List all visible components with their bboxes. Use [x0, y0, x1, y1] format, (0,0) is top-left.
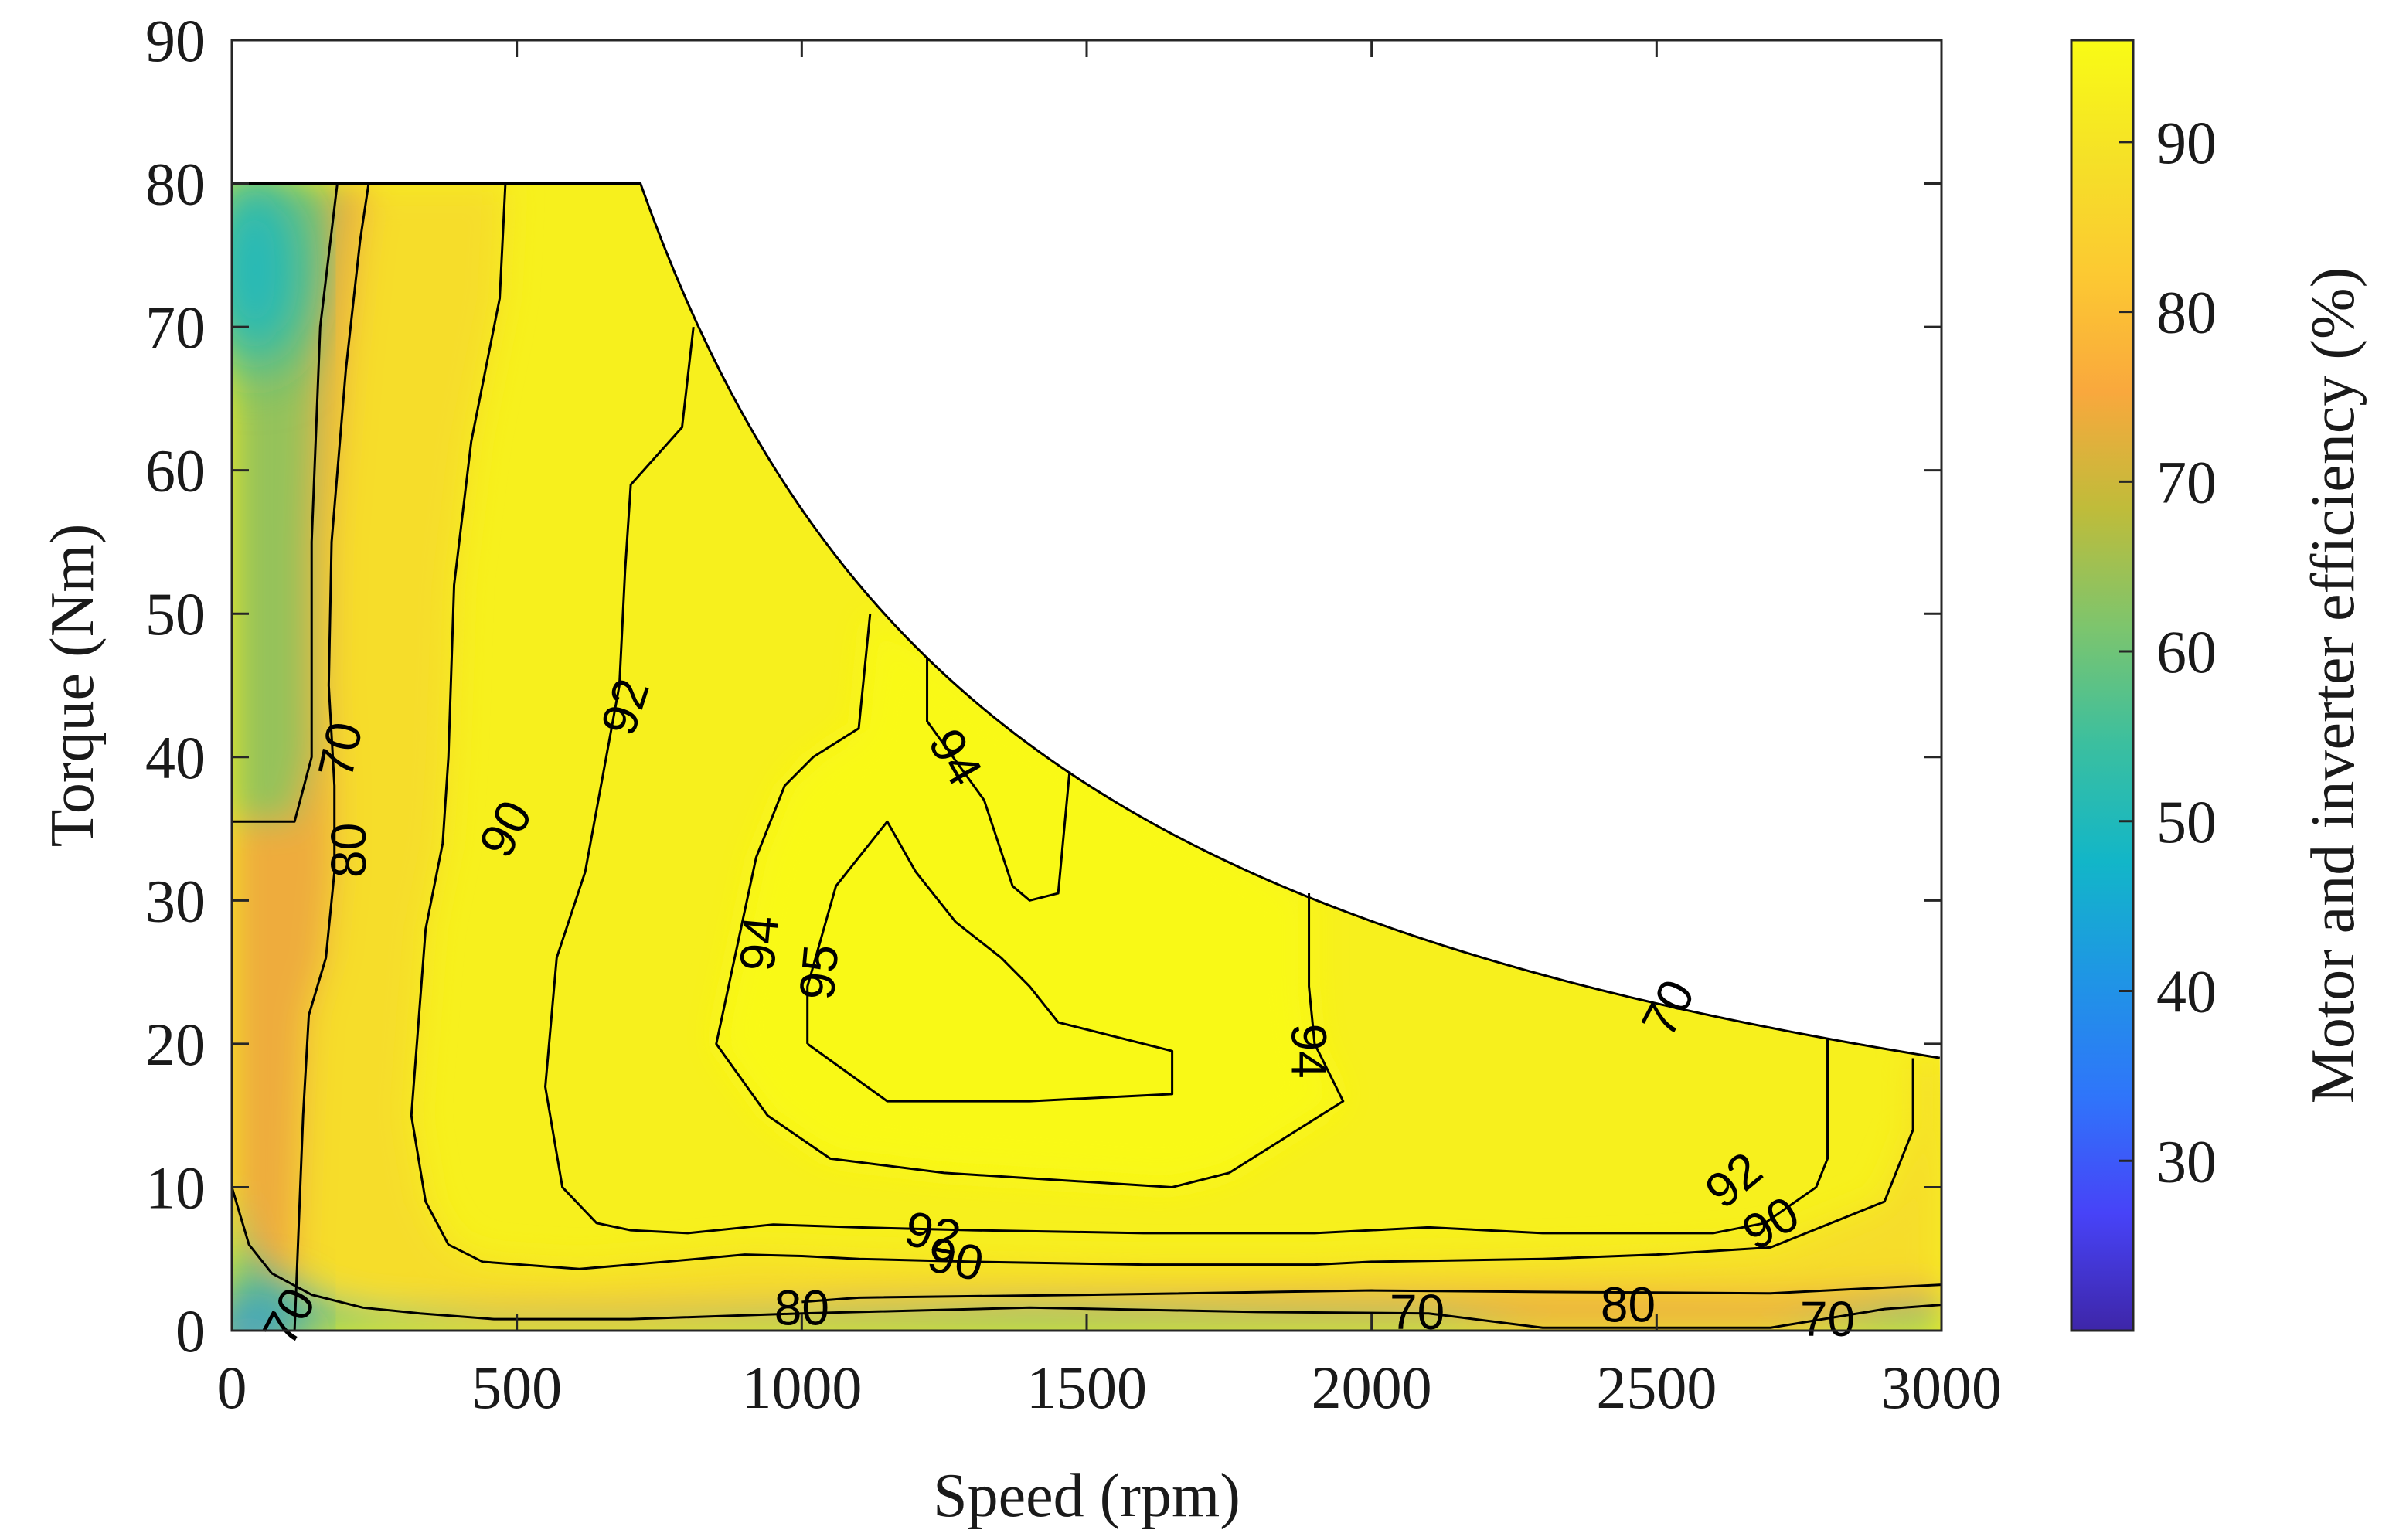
contour-label-4: 80: [1601, 1277, 1656, 1333]
heat-corner-top: [232, 183, 309, 370]
contour-label-text: 94: [729, 913, 789, 973]
colorbar-ticks: 30 40 50 60 70 80 90: [2119, 109, 2217, 1195]
heat-region-below-90: [232, 183, 1941, 1331]
colorbar: [2070, 39, 2135, 1332]
x-tick-label: 500: [471, 1354, 562, 1421]
x-axis-label: Speed (rpm): [933, 1462, 1240, 1530]
colorbar-tick-label: 80: [2156, 279, 2217, 346]
contour-label-text: 90: [923, 1226, 989, 1292]
torque-speed-envelope: [232, 182, 1941, 1059]
contour-label-16: 70: [1390, 1284, 1445, 1340]
contour-label-7: 90: [923, 1226, 989, 1292]
contour-94-7: [715, 614, 1345, 1188]
contour-80-2: [293, 183, 370, 1331]
contour-94-6: [926, 656, 1071, 902]
y-tick-label: 20: [145, 1011, 206, 1078]
x-tick-label: 2000: [1312, 1354, 1432, 1421]
colorbar-tick-label: 60: [2156, 618, 2217, 685]
y-tick-label: 80: [145, 151, 206, 218]
heat-region-below-70-bottom: [232, 1187, 1941, 1331]
x-axis-ticks: 0 500 1000 1500 2000 2500 3000: [217, 40, 2002, 1421]
heat-region-below-70-left: [232, 183, 338, 1331]
y-tick-label: 10: [145, 1154, 206, 1221]
contour-label-10: 92: [900, 1200, 966, 1266]
contour-label-9: 92: [590, 672, 660, 742]
y-tick-label: 0: [175, 1297, 206, 1365]
contour-label-14: 94: [1281, 1024, 1337, 1079]
contour-70-0: [232, 183, 339, 823]
colorbar-tick-label: 90: [2156, 109, 2217, 176]
contour-label-text: 94: [1281, 1024, 1337, 1079]
contour-label-3: 80: [321, 823, 376, 878]
colorbar-label: Motor and inverter efficiency (%): [2299, 267, 2367, 1104]
y-tick-label: 90: [145, 7, 206, 74]
contour-label-text: 70: [307, 717, 373, 783]
colorbar-tick-label: 50: [2156, 788, 2217, 855]
colorbar-tick-label: 70: [2156, 448, 2217, 515]
contour-label-0: 70: [307, 717, 373, 783]
contour-label-text: 80: [321, 823, 376, 878]
contour-label-15: 95: [788, 943, 849, 1002]
x-tick-label: 1000: [741, 1354, 862, 1421]
y-tick-label: 60: [145, 437, 206, 505]
y-tick-label: 40: [145, 724, 206, 791]
y-axis-ticks: 0 10 20 30 40 50 60 70 80 90: [145, 7, 1941, 1365]
contour-label-17: 70: [1800, 1291, 1855, 1347]
y-axis-label: Torque (Nm): [39, 524, 107, 848]
y-tick-label: 30: [145, 867, 206, 934]
contour-label-text: 95: [788, 943, 849, 1002]
x-tick-label: 0: [217, 1354, 247, 1421]
heat-blobs: [232, 183, 1941, 1331]
x-tick-label: 3000: [1881, 1354, 2002, 1421]
y-tick-label: 70: [145, 294, 206, 361]
contour-92-5: [544, 326, 1829, 1235]
y-tick-label: 50: [145, 580, 206, 648]
colorbar-tick-label: 40: [2156, 958, 2217, 1025]
contour-label-12: 94: [729, 913, 789, 973]
contour-label-text: 80: [1601, 1277, 1656, 1333]
contour-95-8: [806, 820, 1174, 1103]
x-tick-label: 1500: [1026, 1354, 1147, 1421]
contour-80-3: [801, 1283, 1941, 1304]
contour-label-text: 92: [900, 1200, 966, 1266]
colorbar-tick-label: 30: [2156, 1127, 2217, 1195]
x-tick-label: 2500: [1596, 1354, 1717, 1421]
contour-label-text: 70: [1800, 1291, 1855, 1347]
contour-90-4: [410, 183, 1914, 1270]
